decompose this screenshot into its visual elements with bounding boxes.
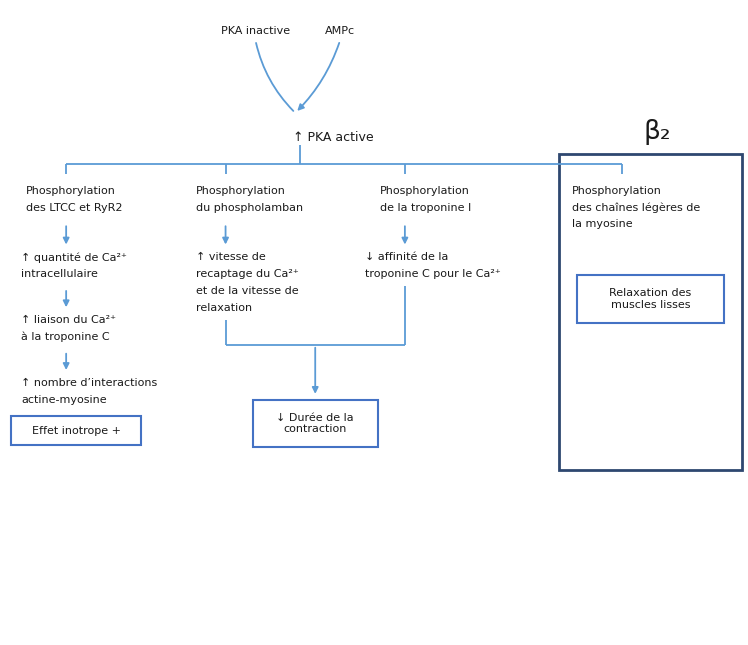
Text: Relaxation des
muscles lisses: Relaxation des muscles lisses [610,288,692,310]
Text: et de la vitesse de: et de la vitesse de [196,286,298,296]
Text: ↑ nombre d’interactions: ↑ nombre d’interactions [21,378,158,388]
FancyArrowPatch shape [298,43,340,110]
Bar [254,400,378,448]
FancyArrowPatch shape [256,43,293,111]
Text: ↑ quantité de Ca²⁺: ↑ quantité de Ca²⁺ [21,252,127,263]
Text: intracellulaire: intracellulaire [21,269,98,279]
Text: relaxation: relaxation [196,303,252,313]
Text: AMPc: AMPc [325,26,355,36]
Bar [577,275,724,323]
Text: Phosphorylation: Phosphorylation [26,186,116,195]
Text: ↓ Durée de la
contraction: ↓ Durée de la contraction [277,413,354,434]
Text: à la troponine C: à la troponine C [21,332,110,342]
Text: Phosphorylation: Phosphorylation [196,186,286,195]
Text: PKA inactive: PKA inactive [221,26,290,36]
Text: du phospholamban: du phospholamban [196,203,303,212]
Text: des chaînes légères de: des chaînes légères de [572,203,701,213]
Text: la myosine: la myosine [572,219,633,230]
Text: β₂: β₂ [643,119,671,145]
Text: ↑ PKA active: ↑ PKA active [293,131,374,144]
Text: troponine C pour le Ca²⁺: troponine C pour le Ca²⁺ [365,269,500,279]
Text: de la troponine I: de la troponine I [380,203,471,212]
Bar [560,154,741,470]
Text: des LTCC et RyR2: des LTCC et RyR2 [26,203,123,212]
Bar [11,415,141,446]
Text: ↓ affinité de la: ↓ affinité de la [365,252,448,263]
Text: ↑ vitesse de: ↑ vitesse de [196,252,266,263]
Text: actine-myosine: actine-myosine [21,395,107,404]
Text: Phosphorylation: Phosphorylation [380,186,470,195]
Text: recaptage du Ca²⁺: recaptage du Ca²⁺ [196,269,298,279]
Text: ↑ liaison du Ca²⁺: ↑ liaison du Ca²⁺ [21,315,117,325]
Text: Effet inotrope +: Effet inotrope + [31,426,120,435]
Text: Phosphorylation: Phosphorylation [572,186,662,195]
